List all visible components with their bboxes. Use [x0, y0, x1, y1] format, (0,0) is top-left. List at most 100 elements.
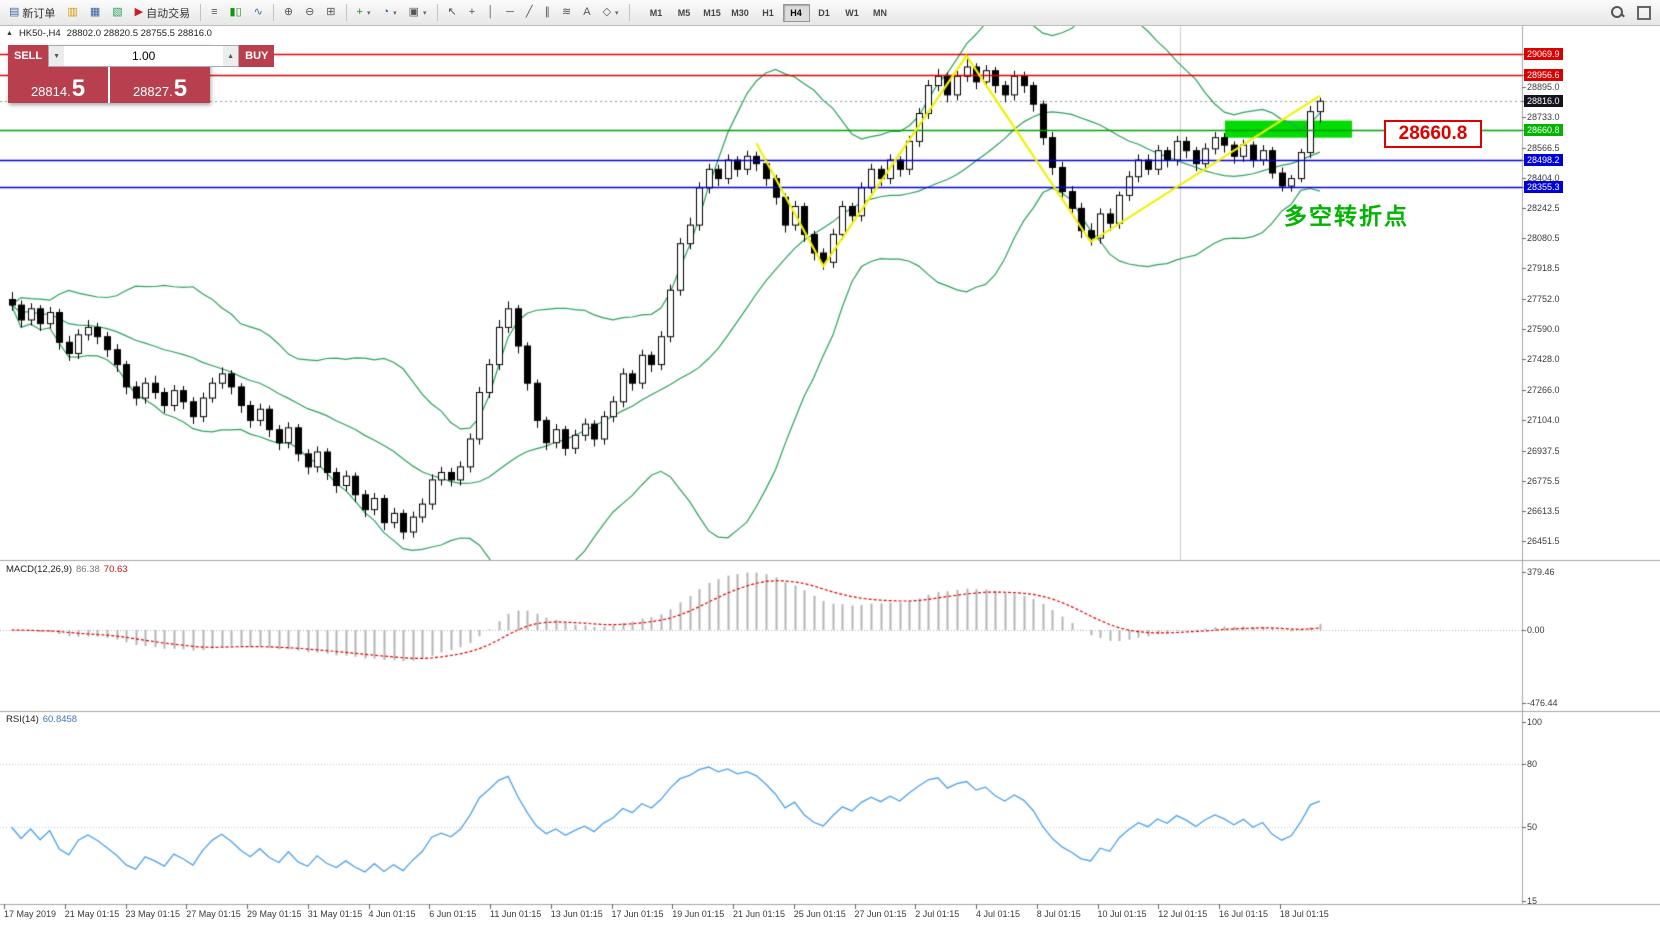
new-order-button[interactable]: ▤ 新订单	[4, 3, 60, 22]
symbol-marker-icon: ▲	[6, 30, 13, 37]
sell-button[interactable]: SELL	[8, 45, 49, 67]
data-window-icon: ▦	[89, 6, 101, 18]
timeframe-button-M1[interactable]: M1	[643, 4, 670, 22]
templates-icon: ▣	[408, 6, 420, 18]
new-order-label: 新订单	[22, 7, 56, 20]
volume-control: ▼ ▲	[48, 45, 240, 67]
chart-symbol-info: ▲ HK50-,H4 28802.0 28820.5 28755.5 28816…	[6, 28, 212, 39]
dropdown-caret-icon: ▾	[615, 9, 619, 17]
buy-price-main: 28827.	[132, 83, 173, 99]
zoom-out-button[interactable]: ⊖	[300, 3, 319, 22]
buy-button[interactable]: BUY	[239, 45, 275, 67]
shapes-icon: ◇	[602, 6, 612, 18]
navigator-icon: ▧	[112, 6, 123, 18]
bar-chart-icon: ≡	[211, 6, 218, 18]
timeframe-button-H1[interactable]: H1	[755, 4, 782, 22]
volume-input[interactable]	[64, 46, 224, 66]
clock-icon: ◔	[382, 6, 390, 18]
rsi-label: RSI(14) 60.8458	[6, 714, 77, 725]
tile-windows-button[interactable]: ⊞	[321, 3, 340, 22]
toolbar-separator	[628, 4, 630, 21]
text-tool-icon: A	[583, 6, 591, 18]
horizontal-line-icon: ─	[506, 6, 514, 18]
indicators-icon: +	[356, 6, 363, 18]
search-button[interactable]	[1605, 3, 1630, 22]
top-toolbar: ▤ 新订单 ▥ ▦ ▧ ▶ 自动交易 ≡ ▮▯ ∿ ⊕ ⊖ ⊞ + ▾ ◔ ▾ …	[0, 0, 1660, 26]
crosshair-tool-button[interactable]: +	[464, 3, 480, 22]
market-watch-icon: ▥	[67, 6, 78, 18]
auto-trading-icon: ▶	[134, 6, 144, 18]
search-icon	[1610, 5, 1625, 20]
horizontal-line-tool-button[interactable]: ─	[501, 3, 519, 22]
macd-main-value: 86.38	[76, 564, 100, 575]
zoom-in-button[interactable]: ⊕	[279, 3, 298, 22]
symbol-ohlc-values: 28802.0 28820.5 28755.5 28816.0	[66, 28, 212, 39]
candlestick-chart-button[interactable]: ▮▯	[225, 3, 247, 22]
line-chart-icon: ∿	[253, 6, 263, 18]
navigator-button[interactable]: ▧	[107, 3, 127, 22]
cursor-icon: ↖	[447, 6, 457, 18]
bar-chart-button[interactable]: ≡	[206, 3, 222, 22]
macd-name: MACD(12,26,9)	[6, 564, 72, 575]
vertical-line-tool-button[interactable]: │	[482, 3, 499, 22]
macd-label: MACD(12,26,9) 86.38 70.63	[6, 564, 128, 575]
cursor-tool-button[interactable]: ↖	[443, 3, 462, 22]
timeframe-button-M30[interactable]: M30	[727, 4, 754, 22]
crosshair-icon: +	[468, 6, 476, 18]
channel-icon: ∥	[544, 6, 551, 18]
text-tool-button[interactable]: A	[578, 3, 595, 22]
periods-button[interactable]: ◔ ▾	[377, 3, 401, 22]
trendline-tool-button[interactable]: ╱	[521, 3, 538, 22]
price-level-callout[interactable]: 28660.8	[1384, 120, 1482, 148]
auto-trading-button[interactable]: ▶ 自动交易	[130, 3, 195, 22]
channel-tool-button[interactable]: ∥	[540, 3, 556, 22]
window-list-icon	[1637, 5, 1651, 20]
dropdown-caret-icon: ▾	[393, 9, 397, 17]
templates-button[interactable]: ▣ ▾	[404, 3, 432, 22]
timeframe-button-MN[interactable]: MN	[867, 4, 894, 22]
symbol-period-label: HK50-,H4	[18, 28, 61, 39]
line-chart-button[interactable]: ∿	[249, 3, 268, 22]
trendline-icon: ╱	[525, 6, 533, 18]
rsi-value: 60.8458	[42, 714, 78, 725]
toolbar-separator	[272, 4, 274, 21]
volume-decrease-button[interactable]: ▼	[49, 46, 65, 66]
rsi-name: RSI(14)	[6, 714, 39, 725]
timeframe-button-M15[interactable]: M15	[699, 4, 726, 22]
toolbar-separator	[436, 4, 438, 21]
auto-trading-label: 自动交易	[146, 7, 191, 20]
vertical-line-icon: │	[487, 6, 495, 18]
sell-price-button[interactable]: 28814. 5	[8, 67, 108, 103]
new-order-icon: ▤	[9, 6, 20, 18]
market-watch-button[interactable]: ▥	[62, 3, 82, 22]
volume-increase-button[interactable]: ▲	[223, 46, 239, 66]
dropdown-caret-icon: ▾	[423, 9, 427, 17]
sell-price-fraction: 5	[71, 74, 86, 102]
tile-windows-icon: ⊞	[326, 6, 336, 18]
timeframe-bar: M1 M5 M15 M30 H1 H4 D1 W1 MN	[643, 3, 894, 22]
zoom-out-icon: ⊖	[305, 6, 315, 18]
candlestick-chart-icon: ▮▯	[229, 6, 242, 18]
window-list-button[interactable]	[1632, 3, 1656, 22]
shapes-tool-button[interactable]: ◇ ▾	[598, 3, 624, 22]
zoom-in-icon: ⊕	[283, 6, 294, 18]
one-click-trading-panel: SELL ▼ ▲ BUY 28814.5 28827.5	[8, 45, 275, 103]
buy-price-fraction: 5	[173, 74, 188, 102]
timeframe-button-M5[interactable]: M5	[671, 4, 698, 22]
dropdown-caret-icon: ▾	[366, 9, 371, 17]
toolbar-separator	[200, 4, 202, 21]
macd-signal-value: 70.63	[103, 564, 128, 575]
timeframe-button-H4[interactable]: H4	[782, 3, 810, 22]
timeframe-button-D1[interactable]: D1	[811, 4, 838, 22]
timeframe-button-W1[interactable]: W1	[839, 4, 866, 22]
sell-price-main: 28814.	[30, 83, 71, 99]
fibonacci-tool-button[interactable]: ≋	[557, 3, 576, 22]
indicators-button[interactable]: + ▾	[352, 3, 376, 22]
toolbar-separator	[345, 4, 347, 21]
buy-price-button[interactable]: 28827. 5	[110, 67, 210, 103]
fibonacci-icon: ≋	[562, 6, 572, 18]
data-window-button[interactable]: ▦	[85, 3, 105, 22]
pivot-annotation[interactable]: 多空转折点	[1284, 203, 1409, 229]
